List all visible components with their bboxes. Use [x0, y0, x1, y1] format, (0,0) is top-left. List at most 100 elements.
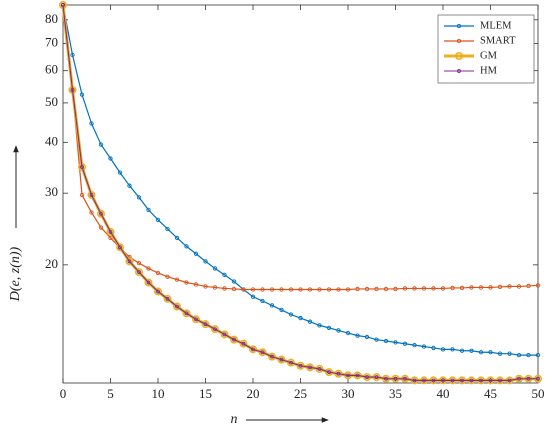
data-point — [355, 333, 360, 338]
data-point — [517, 376, 521, 381]
data-point — [156, 289, 160, 294]
data-point — [478, 285, 484, 290]
data-point — [279, 287, 284, 292]
data-point — [345, 287, 351, 292]
data-point — [155, 217, 161, 222]
legend-marker — [457, 69, 461, 73]
y-tick-label: 30 — [45, 184, 58, 199]
data-point — [108, 235, 113, 241]
data-point — [174, 277, 180, 282]
data-point — [241, 341, 246, 346]
data-point — [507, 284, 512, 289]
data-point — [269, 287, 275, 292]
data-point — [535, 352, 541, 358]
data-point — [70, 88, 75, 92]
data-point — [269, 303, 275, 308]
data-point — [231, 286, 237, 292]
data-point — [163, 294, 172, 303]
data-point — [459, 348, 465, 353]
data-point — [479, 378, 483, 383]
legend-label: SMART — [480, 35, 516, 46]
x-axis-label: n — [231, 412, 238, 427]
data-point — [222, 286, 227, 291]
data-point — [422, 378, 426, 383]
data-point — [251, 347, 255, 352]
data-point — [203, 284, 208, 289]
x-tick-label: 50 — [532, 386, 545, 401]
y-tick-label: 50 — [45, 94, 58, 109]
data-point — [497, 284, 503, 290]
data-point — [211, 325, 220, 334]
data-point — [441, 378, 445, 383]
y-tick-label: 70 — [45, 34, 58, 49]
data-point — [355, 373, 360, 378]
data-point — [184, 280, 189, 285]
data-point — [279, 307, 284, 313]
data-point — [488, 285, 493, 290]
data-point — [384, 376, 388, 381]
data-point — [279, 357, 284, 362]
x-tick-label: 10 — [152, 386, 165, 401]
data-point — [450, 378, 455, 383]
data-point — [450, 285, 455, 291]
data-point — [421, 344, 427, 349]
data-point — [393, 286, 398, 292]
data-point — [270, 354, 274, 359]
data-point — [345, 330, 351, 336]
data-point — [79, 92, 85, 97]
x-tick-label: 15 — [199, 386, 212, 401]
data-point — [212, 266, 218, 271]
data-point — [184, 244, 189, 249]
data-point — [288, 312, 294, 317]
data-point — [144, 278, 153, 287]
data-point — [98, 142, 104, 147]
data-point — [326, 325, 332, 331]
y-tick-label: 80 — [45, 11, 58, 26]
data-point — [497, 351, 503, 356]
data-point — [307, 287, 313, 292]
data-point — [488, 378, 493, 383]
data-point — [412, 378, 417, 383]
data-point — [70, 52, 75, 58]
data-point — [526, 283, 531, 289]
data-point — [193, 251, 199, 256]
data-point — [393, 376, 398, 381]
data-point — [250, 287, 256, 292]
data-point — [440, 286, 446, 291]
data-point — [327, 370, 331, 375]
data-point — [136, 260, 142, 266]
data-point — [317, 366, 322, 371]
data-point — [364, 286, 370, 292]
data-point — [440, 347, 446, 352]
data-point — [249, 345, 258, 354]
data-point — [336, 287, 341, 292]
series-line — [62, 4, 538, 356]
data-point — [173, 302, 182, 311]
data-point — [516, 352, 522, 358]
data-point — [498, 378, 502, 383]
x-tick-label: 25 — [294, 386, 307, 401]
data-point — [469, 378, 474, 383]
data-point — [383, 338, 389, 344]
x-tick-label: 40 — [437, 386, 450, 401]
data-point — [175, 304, 179, 309]
data-point — [222, 332, 227, 337]
data-point — [374, 286, 379, 292]
data-point — [213, 327, 217, 332]
data-point — [536, 376, 540, 381]
data-point — [286, 358, 295, 367]
data-point — [80, 165, 84, 169]
data-point — [203, 259, 208, 264]
data-point — [212, 285, 218, 290]
legend-marker — [456, 38, 462, 44]
data-point — [326, 287, 332, 292]
data-point — [393, 340, 398, 345]
legend-label: HM — [480, 65, 498, 76]
data-point — [460, 378, 464, 383]
data-point — [193, 282, 199, 287]
data-point — [383, 286, 389, 292]
data-point — [135, 268, 144, 277]
data-point — [116, 243, 125, 252]
x-tick-label: 45 — [484, 386, 497, 401]
data-point — [117, 170, 123, 175]
